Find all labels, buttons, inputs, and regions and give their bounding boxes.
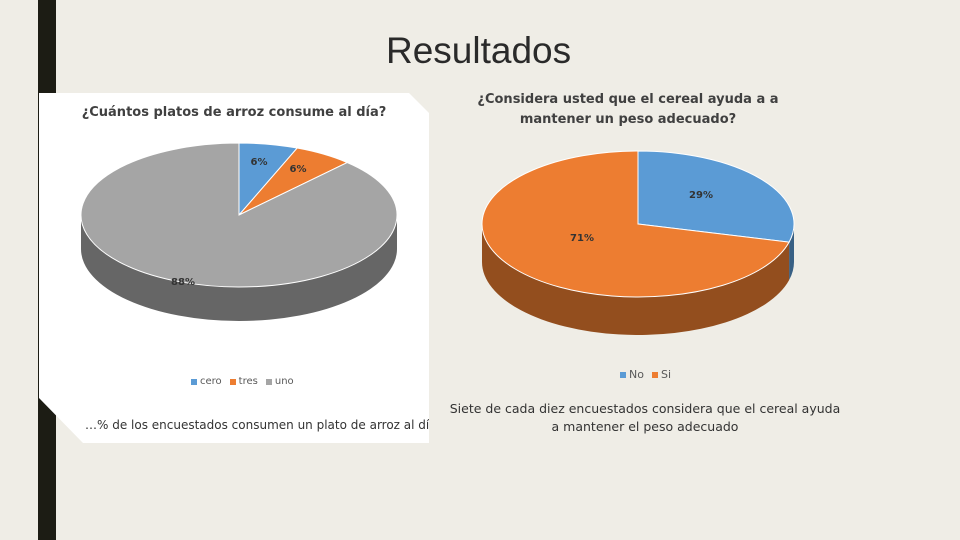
legend-item-no: No bbox=[620, 368, 644, 381]
cereal-data-label-0: 29% bbox=[689, 190, 713, 201]
legend-rice: cero tres uno bbox=[191, 376, 294, 387]
legend-item-cero: cero bbox=[191, 376, 222, 387]
rice-data-label-1: 6% bbox=[290, 164, 307, 175]
legend-item-si: Si bbox=[651, 368, 672, 381]
chart-title-cereal: ¿Considera usted que el cereal ayuda a a… bbox=[440, 90, 816, 130]
legend-label-uno: uno bbox=[274, 376, 294, 387]
legend-label-tres: tres bbox=[238, 376, 258, 387]
legend-cereal: No Si bbox=[620, 368, 671, 381]
legend-swatch-tres bbox=[229, 378, 236, 385]
rice-data-label-0: 6% bbox=[251, 157, 268, 168]
legend-swatch-cero bbox=[191, 378, 197, 385]
chart-title-cereal-line2: mantener un peso adecuado? bbox=[519, 112, 737, 127]
legend-label-cero: cero bbox=[200, 376, 222, 387]
rice-data-label-2: 88% bbox=[171, 277, 195, 288]
caption-rice: …% de los encuestados consumen un plato … bbox=[85, 418, 441, 432]
legend-swatch-uno bbox=[265, 378, 272, 385]
rice-slice-side-2 bbox=[81, 215, 397, 321]
caption-cereal-line1: Siete de cada diez encuestados considera… bbox=[449, 401, 841, 416]
cereal-slice-1 bbox=[481, 150, 790, 298]
legend-item-tres: tres bbox=[229, 376, 258, 387]
chart-panel-rice: ¿Cuántos platos de arroz consume al día?… bbox=[39, 93, 429, 443]
cereal-slice-side-1 bbox=[482, 224, 790, 336]
legend-swatch-no bbox=[620, 371, 626, 378]
caption-cereal-line2: a mantener el peso adecuado bbox=[551, 419, 739, 434]
cereal-slice-side-0 bbox=[789, 224, 794, 281]
chart-title-rice: ¿Cuántos platos de arroz consume al día? bbox=[81, 105, 387, 120]
rice-slice-2 bbox=[80, 142, 398, 288]
cereal-slice-0 bbox=[637, 150, 795, 243]
pie-chart-rice: 6% 6% 88% bbox=[80, 142, 398, 321]
legend-swatch-si bbox=[651, 371, 658, 378]
chart-title-cereal-line1: ¿Considera usted que el cereal ayuda a a bbox=[477, 92, 779, 107]
cereal-data-label-1: 71% bbox=[570, 233, 594, 244]
legend-label-no: No bbox=[629, 368, 644, 381]
legend-label-si: Si bbox=[660, 368, 672, 381]
caption-cereal: Siete de cada diez encuestados considera… bbox=[440, 400, 850, 436]
slide-title: Resultados bbox=[386, 30, 572, 71]
legend-item-uno: uno bbox=[265, 376, 294, 387]
